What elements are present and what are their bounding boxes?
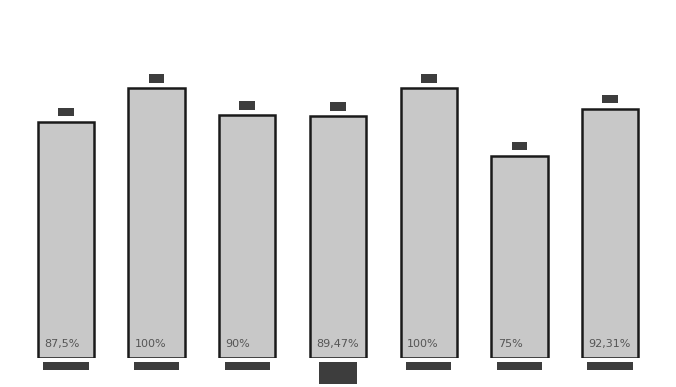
Bar (602, 95, 618, 103)
Bar (239, 101, 255, 110)
Bar (38, 122, 94, 358)
Bar (58, 108, 74, 116)
Text: 92,31%: 92,31% (588, 339, 631, 349)
Text: 100%: 100% (407, 339, 439, 349)
Text: 89,47%: 89,47% (316, 339, 359, 349)
Text: 87,5%: 87,5% (44, 339, 80, 349)
Text: 100%: 100% (135, 339, 166, 349)
Bar (587, 362, 633, 370)
Bar (330, 103, 346, 111)
Bar (421, 74, 437, 82)
Bar (512, 142, 527, 150)
Bar (310, 116, 366, 358)
Bar (406, 362, 452, 370)
Bar (219, 115, 275, 358)
Bar (497, 362, 542, 370)
Text: 90%: 90% (226, 339, 250, 349)
Text: 75%: 75% (498, 339, 523, 349)
Bar (319, 362, 357, 384)
Bar (149, 74, 164, 82)
Bar (401, 88, 457, 358)
Bar (224, 362, 270, 370)
Bar (582, 109, 638, 358)
Bar (43, 362, 89, 370)
Bar (128, 88, 185, 358)
Bar (134, 362, 179, 370)
Bar (491, 156, 548, 358)
